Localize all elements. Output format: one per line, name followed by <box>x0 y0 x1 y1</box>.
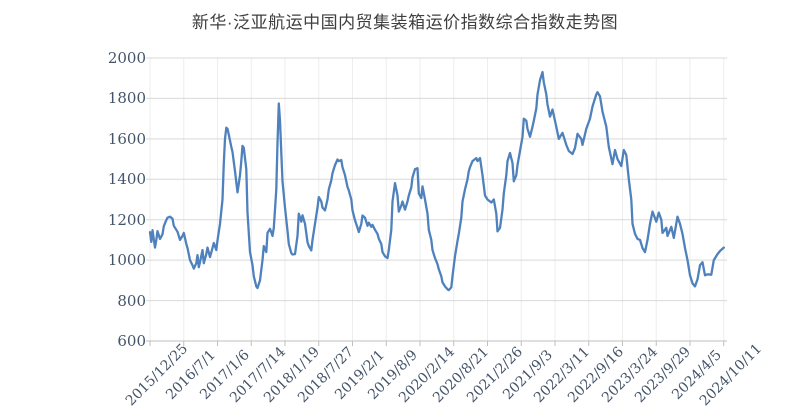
index-series-line <box>148 70 725 292</box>
y-axis-label: 800 <box>117 291 146 310</box>
y-axis-label: 600 <box>117 332 146 350</box>
y-axis-label: 2000 <box>107 49 146 67</box>
y-axis-label: 1200 <box>107 210 146 229</box>
y-axis-label: 1600 <box>107 129 146 148</box>
y-axis-label: 1800 <box>107 89 146 108</box>
y-axis-label: 1400 <box>107 170 146 189</box>
chart-title: 新华·泛亚航运中国内贸集装箱运价指数综合指数走势图 <box>191 13 619 32</box>
y-axis-label: 1000 <box>107 251 146 270</box>
